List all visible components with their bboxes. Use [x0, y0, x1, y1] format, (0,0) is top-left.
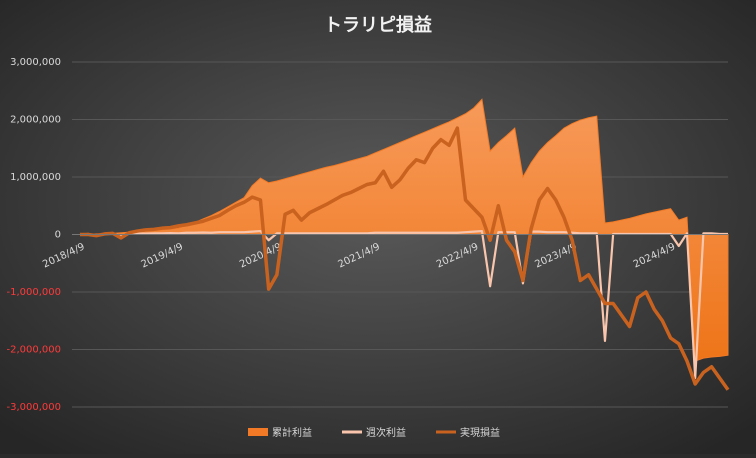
y-tick-label: 3,000,000 — [10, 57, 61, 68]
legend-label: 実現損益 — [460, 426, 500, 439]
legend-label: 累計利益 — [272, 426, 312, 439]
y-tick-label: -3,000,000 — [6, 402, 61, 413]
line — [80, 126, 730, 391]
y-tick-label: 2,000,000 — [10, 115, 61, 126]
y-tick-label: 0 — [55, 230, 61, 241]
chart-title: トラリピ損益 — [324, 14, 432, 36]
line — [79, 229, 728, 380]
legend-swatch — [248, 428, 268, 436]
y-tick-label: 1,000,000 — [10, 172, 61, 183]
legend: 累計利益 週次利益 実現損益 — [248, 426, 500, 439]
y-tick-label: -1,000,000 — [6, 287, 61, 298]
y-tick-label: -2,000,000 — [6, 345, 61, 356]
legend-label: 週次利益 — [366, 426, 406, 439]
